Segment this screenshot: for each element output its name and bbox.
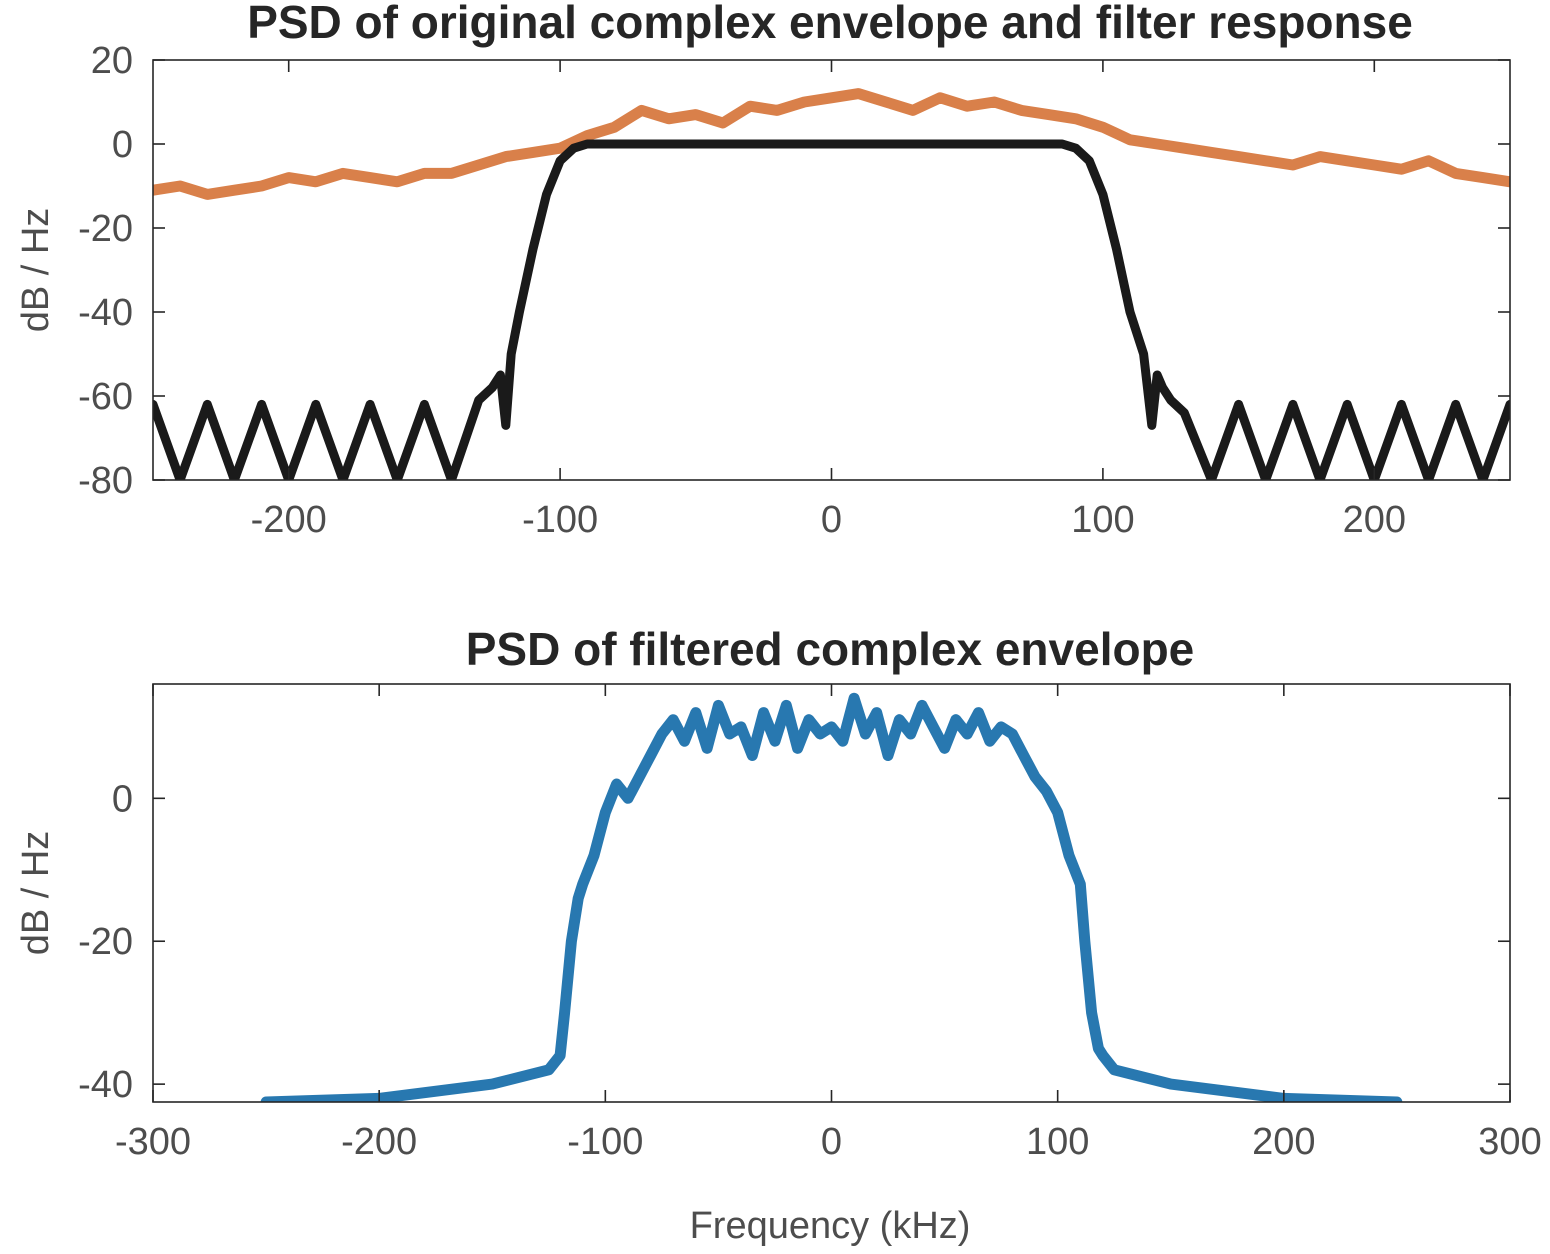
x-tick-label: -200: [341, 1121, 417, 1163]
top-series-group: [153, 88, 1510, 480]
top-y-axis-label: dB / Hz: [15, 208, 57, 333]
top-panel: PSD of original complex envelope and fil…: [15, 0, 1511, 541]
x-tick-label: 0: [821, 499, 842, 541]
x-tick-label: 100: [1071, 499, 1134, 541]
bottom-chart-title: PSD of filtered complex envelope: [466, 623, 1195, 675]
y-tick-label: -40: [78, 292, 133, 334]
x-tick-label: 100: [1026, 1121, 1089, 1163]
series-line-filtered-psd: [260, 692, 1403, 1102]
top-chart-title: PSD of original complex envelope and fil…: [247, 0, 1413, 48]
x-tick-label: -100: [567, 1121, 643, 1163]
x-tick-label: 200: [1252, 1121, 1315, 1163]
y-tick-label: -80: [78, 460, 133, 502]
bottom-axis-ticks: -300 -200 -100 0 100 200 300 0 -20 -40: [78, 684, 1542, 1163]
bottom-y-axis-label: dB / Hz: [15, 831, 57, 956]
bottom-panel: PSD of filtered complex envelope -300 -20…: [15, 623, 1542, 1247]
y-tick-label: -60: [78, 376, 133, 418]
x-tick-label: -200: [251, 499, 327, 541]
series-line-original-psd: [153, 88, 1510, 200]
x-tick-label: -300: [115, 1121, 191, 1163]
x-tick-label: 300: [1478, 1121, 1541, 1163]
y-tick-label: -20: [78, 921, 133, 963]
bottom-series-group: [260, 692, 1403, 1102]
y-tick-label: -20: [78, 208, 133, 250]
x-tick-label: 0: [821, 1121, 842, 1163]
series-line-filter-response: [153, 139, 1510, 480]
y-tick-label: 20: [91, 40, 133, 82]
y-tick-label: 0: [112, 124, 133, 166]
x-tick-label: 200: [1343, 499, 1406, 541]
x-axis-label: Frequency (kHz): [690, 1205, 971, 1247]
y-tick-label: 0: [112, 778, 133, 820]
x-tick-label: -100: [522, 499, 598, 541]
y-tick-label: -40: [78, 1064, 133, 1106]
